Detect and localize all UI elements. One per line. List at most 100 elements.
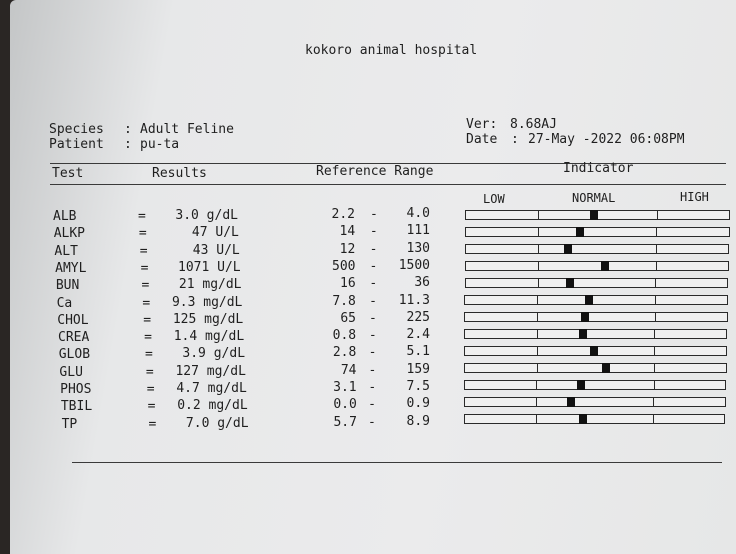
indicator-bar xyxy=(463,380,727,391)
test-name: TBIL xyxy=(60,399,93,415)
indicator-marker xyxy=(577,380,586,391)
indicator-divider xyxy=(538,211,540,219)
indicator-marker xyxy=(565,278,574,289)
reference-low: 3.1 xyxy=(333,380,357,395)
reference-dash: - xyxy=(368,397,376,413)
indicator-divider xyxy=(537,262,539,271)
reference-high: 2.4 xyxy=(406,327,430,343)
indicator-bar xyxy=(464,244,730,255)
equals-sign: = xyxy=(143,312,152,328)
indicator-bar xyxy=(464,227,730,238)
indicator-divider xyxy=(536,381,538,390)
indicator-bar xyxy=(464,278,729,289)
result-value: 4.7 mg/dL xyxy=(176,381,247,396)
result-value: 43 U/L xyxy=(192,242,240,258)
reference-high: 225 xyxy=(406,309,430,325)
indicator-divider xyxy=(656,245,658,254)
result-value: 127 mg/dL xyxy=(175,363,246,379)
reference-dash: - xyxy=(369,293,377,309)
test-name: BUN xyxy=(55,278,80,294)
reference-low: 65 xyxy=(340,310,356,326)
indicator-divider xyxy=(536,347,538,356)
species-label: Species xyxy=(49,122,104,137)
reference-low: 2.8 xyxy=(332,345,357,361)
indicator-low-label: LOW xyxy=(483,192,505,206)
reference-low: 7.8 xyxy=(332,293,356,309)
reference-low: 14 xyxy=(339,224,356,240)
reference-dash: - xyxy=(368,345,377,361)
indicator-marker xyxy=(578,414,587,425)
indicator-bar xyxy=(464,329,728,340)
result-value: 3.0 g/dL xyxy=(175,208,238,223)
indicator-bar xyxy=(463,414,726,425)
reference-high: 4.0 xyxy=(406,206,430,221)
result-value: 1.4 mg/dL xyxy=(173,329,245,345)
result-value: 125 mg/dL xyxy=(172,311,244,327)
reference-dash: - xyxy=(369,258,378,274)
indicator-divider xyxy=(656,228,658,237)
version-value: 8.68AJ xyxy=(510,117,557,132)
reference-high: 36 xyxy=(414,275,430,291)
reference-high: 111 xyxy=(406,223,430,239)
reference-low: 500 xyxy=(332,258,356,274)
indicator-marker xyxy=(576,227,585,238)
equals-sign: = xyxy=(147,399,156,415)
reference-high: 5.1 xyxy=(406,344,430,360)
date-value: 27-May -2022 06:08PM xyxy=(528,132,685,147)
equals-sign: = xyxy=(141,278,150,294)
test-name: TP xyxy=(61,416,78,432)
result-value: 3.9 g/dL xyxy=(182,346,246,362)
indicator-bar xyxy=(464,312,728,323)
result-value: 9.3 mg/dL xyxy=(171,294,243,310)
result-value: 7.0 g/dL xyxy=(185,415,249,431)
patient-value: pu-ta xyxy=(140,137,180,152)
reference-high: 1500 xyxy=(398,257,430,273)
col-results: Results xyxy=(152,166,207,181)
result-value: 0.2 mg/dL xyxy=(177,398,248,414)
version-label: Ver: xyxy=(466,117,498,132)
reference-dash: - xyxy=(368,328,377,344)
equals-sign: = xyxy=(138,226,147,242)
test-name: GLU xyxy=(59,364,83,380)
equals-sign: = xyxy=(138,209,146,224)
reference-dash: - xyxy=(368,414,376,430)
reference-high: 130 xyxy=(406,240,430,256)
indicator-divider xyxy=(536,415,538,424)
indicator-marker xyxy=(567,397,576,408)
reference-low: 0.0 xyxy=(333,397,357,413)
indicator-divider xyxy=(536,364,538,373)
reference-low: 2.2 xyxy=(331,207,355,222)
indicator-bar xyxy=(463,397,726,408)
col-indicator: Indicator xyxy=(563,161,634,176)
indicator-marker xyxy=(601,261,610,272)
indicator-divider xyxy=(655,262,657,271)
col-test: Test xyxy=(52,166,84,181)
footer-rule xyxy=(72,462,722,463)
reference-low: 74 xyxy=(340,362,357,378)
indicator-divider xyxy=(536,398,538,407)
indicator-divider xyxy=(653,381,655,390)
indicator-divider xyxy=(538,228,540,237)
reference-low: 16 xyxy=(340,276,356,292)
indicator-high-label: HIGH xyxy=(680,190,709,204)
reference-high: 159 xyxy=(406,361,430,377)
hospital-name: kokoro animal hospital xyxy=(305,43,478,58)
reference-dash: - xyxy=(368,380,377,395)
reference-low: 0.8 xyxy=(332,328,357,344)
indicator-normal-label: NORMAL xyxy=(572,191,616,205)
indicator-divider xyxy=(654,347,656,356)
reference-dash: - xyxy=(369,276,378,292)
test-name: ALT xyxy=(54,243,78,259)
indicator-divider xyxy=(537,313,539,322)
result-value: 1071 U/L xyxy=(178,259,241,275)
indicator-divider xyxy=(653,364,655,373)
patient-colon: : xyxy=(124,137,132,152)
equals-sign: = xyxy=(140,260,149,276)
indicator-divider xyxy=(537,279,539,288)
indicator-divider xyxy=(656,211,658,219)
test-name: CREA xyxy=(58,330,90,346)
indicator-divider xyxy=(654,313,656,322)
test-name: PHOS xyxy=(60,382,92,397)
indicator-divider xyxy=(655,296,657,305)
equals-sign: = xyxy=(146,382,155,397)
